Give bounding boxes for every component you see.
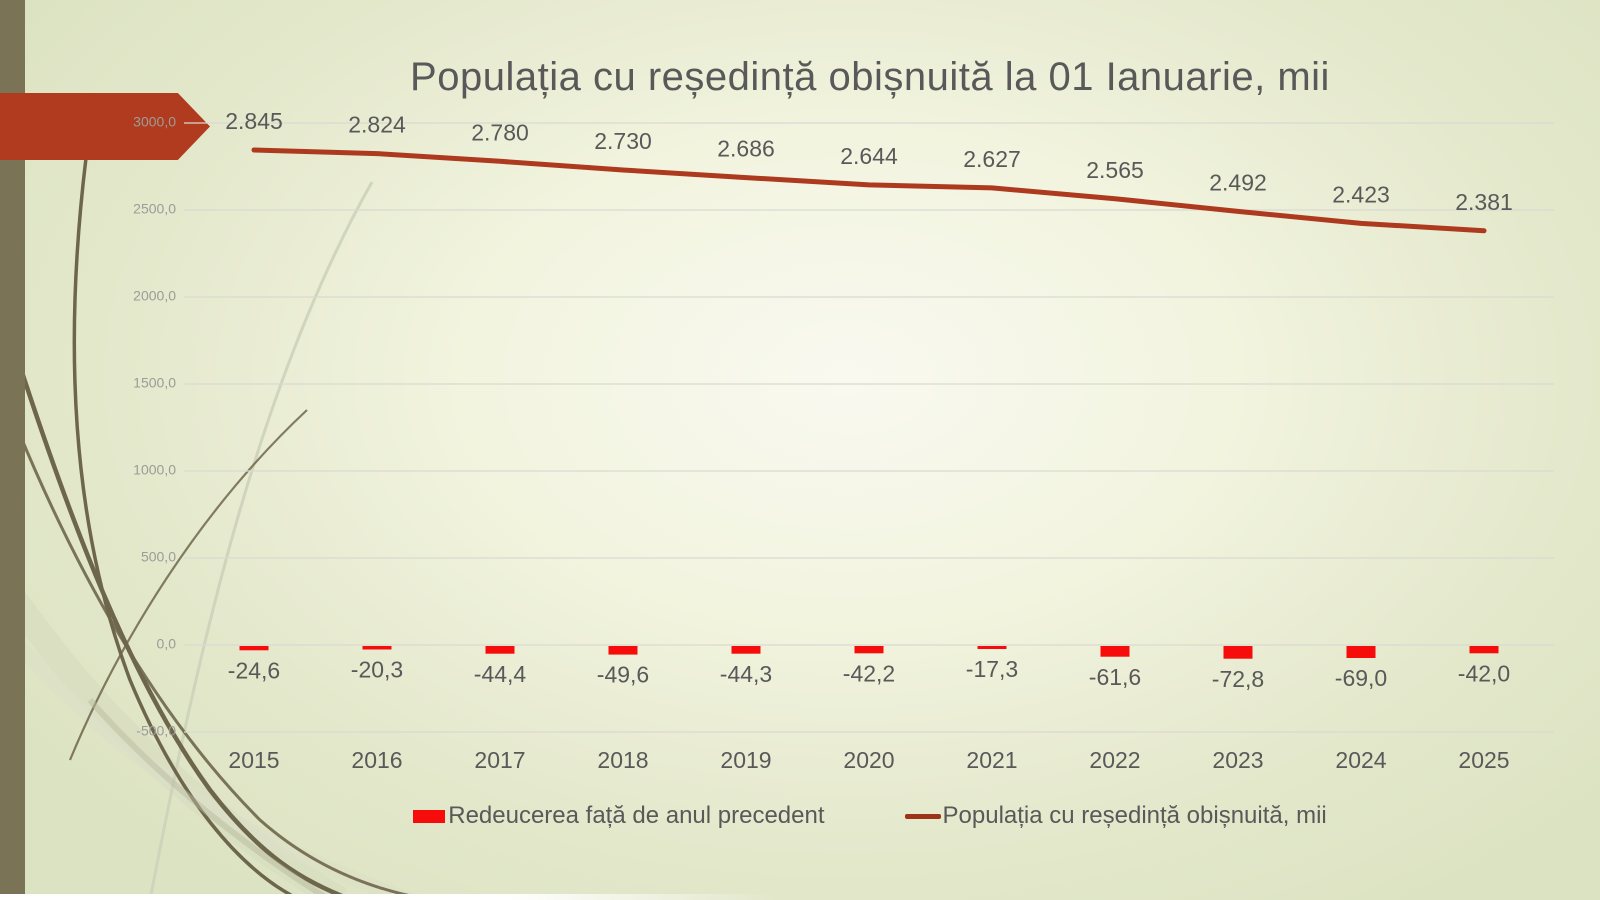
y-axis-tick-label: 1500,0 [133, 375, 176, 391]
bar-data-label: -61,6 [1089, 664, 1141, 690]
reduction-bar [1346, 646, 1376, 658]
line-data-label: 2.381 [1455, 189, 1513, 215]
legend-item-line: Populația cu reședință obișnuită, mii [904, 802, 1327, 830]
reduction-bar [485, 646, 515, 654]
x-axis-year-label: 2018 [597, 747, 648, 773]
y-axis-tick-label: 2500,0 [133, 201, 176, 217]
x-axis-year-label: 2015 [228, 747, 279, 773]
reduction-bar [1100, 646, 1130, 657]
line-data-label: 2.730 [594, 128, 652, 154]
reduction-bar [239, 646, 269, 651]
bar-data-label: -49,6 [597, 662, 649, 688]
x-axis-year-label: 2022 [1089, 747, 1140, 773]
legend-label-line: Populația cu reședință obișnuită, mii [942, 802, 1327, 829]
x-axis-year-label: 2024 [1335, 747, 1386, 773]
bar-data-label: -17,3 [966, 656, 1018, 682]
reduction-bar [1469, 646, 1499, 654]
reduction-bar [362, 646, 392, 650]
bottom-edge-strip [0, 894, 780, 900]
legend-line-swatch-icon [904, 813, 941, 819]
line-data-label: 2.565 [1086, 157, 1144, 183]
y-axis-tick-label: 0,0 [157, 636, 177, 652]
population-line [251, 147, 1487, 234]
line-data-label: 2.627 [963, 146, 1021, 172]
bar-data-label: -72,8 [1212, 666, 1264, 692]
bar-data-label: -44,3 [720, 661, 772, 687]
line-data-label: 2.824 [348, 112, 406, 138]
y-axis-tick-label: 3000,0 [133, 114, 176, 130]
line-data-label: 2.492 [1209, 169, 1267, 195]
reduction-bar [854, 646, 884, 654]
x-axis-year-label: 2023 [1212, 747, 1263, 773]
red-arrow-shape [0, 93, 210, 160]
x-axis-year-label: 2025 [1458, 747, 1509, 773]
y-axis-tick-label: 1000,0 [133, 462, 176, 478]
reduction-bar [977, 646, 1007, 649]
bar-data-label: -24,6 [228, 657, 280, 683]
y-axis-tick-label: 500,0 [141, 549, 176, 565]
legend-label-bars: Redeucerea față de anul precedent [448, 802, 825, 829]
line-data-label: 2.644 [840, 143, 898, 169]
legend-bar-swatch-icon [413, 809, 446, 823]
reduction-bar [731, 646, 761, 654]
y-axis-tick-label: -500,0 [136, 723, 176, 739]
legend: Redeucerea față de anul precedent Popula… [190, 802, 1550, 830]
reduction-bar [608, 646, 638, 655]
line-data-label: 2.780 [471, 119, 529, 145]
bar-data-label: -44,4 [474, 661, 527, 687]
x-axis-year-label: 2021 [966, 747, 1017, 773]
line-data-label: 2.423 [1332, 181, 1390, 207]
line-data-label: 2.845 [225, 108, 283, 134]
bar-data-label: -20,3 [351, 657, 403, 683]
x-axis-year-label: 2017 [474, 747, 525, 773]
bar-data-label: -42,2 [843, 660, 895, 686]
chart-title: Populația cu reședință obișnuită la 01 I… [410, 55, 1330, 99]
x-axis-year-label: 2019 [720, 747, 771, 773]
bar-data-label: -69,0 [1335, 665, 1387, 691]
x-axis-year-label: 2020 [843, 747, 894, 773]
y-axis-tick-label: 2000,0 [133, 288, 176, 304]
reduction-bar [1223, 646, 1253, 659]
line-data-label: 2.686 [717, 136, 775, 162]
x-axis-year-label: 2016 [351, 747, 402, 773]
legend-item-bars: Redeucerea față de anul precedent [413, 802, 825, 830]
bar-data-label: -42,0 [1458, 660, 1510, 686]
